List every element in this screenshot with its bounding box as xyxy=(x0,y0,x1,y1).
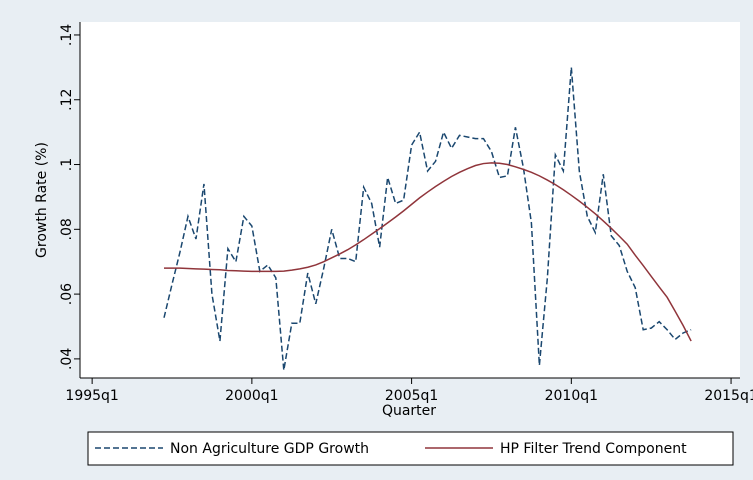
y-tick-label: .12 xyxy=(59,89,75,111)
y-tick-label: .08 xyxy=(59,218,75,240)
series-line xyxy=(164,162,692,342)
x-tick-label: 1995q1 xyxy=(65,388,118,404)
legend-label: HP Filter Trend Component xyxy=(500,441,687,457)
y-tick-label: .06 xyxy=(59,283,75,305)
series-line xyxy=(163,67,692,371)
legend xyxy=(87,431,734,466)
x-tick-label: 2005q1 xyxy=(385,388,438,404)
legend-label: Non Agriculture GDP Growth xyxy=(170,441,369,457)
y-tick-label: .1 xyxy=(59,158,75,171)
y-axis-title: Growth Rate (%) xyxy=(34,142,50,258)
x-tick-label: 2010q1 xyxy=(545,388,598,404)
y-tick-label: .14 xyxy=(59,24,75,46)
x-tick-label: 2015q1 xyxy=(704,388,753,404)
plot-area xyxy=(80,22,740,378)
x-tick-label: 2000q1 xyxy=(225,388,278,404)
y-tick-label: .04 xyxy=(59,348,75,370)
x-axis-title: Quarter xyxy=(382,403,436,419)
